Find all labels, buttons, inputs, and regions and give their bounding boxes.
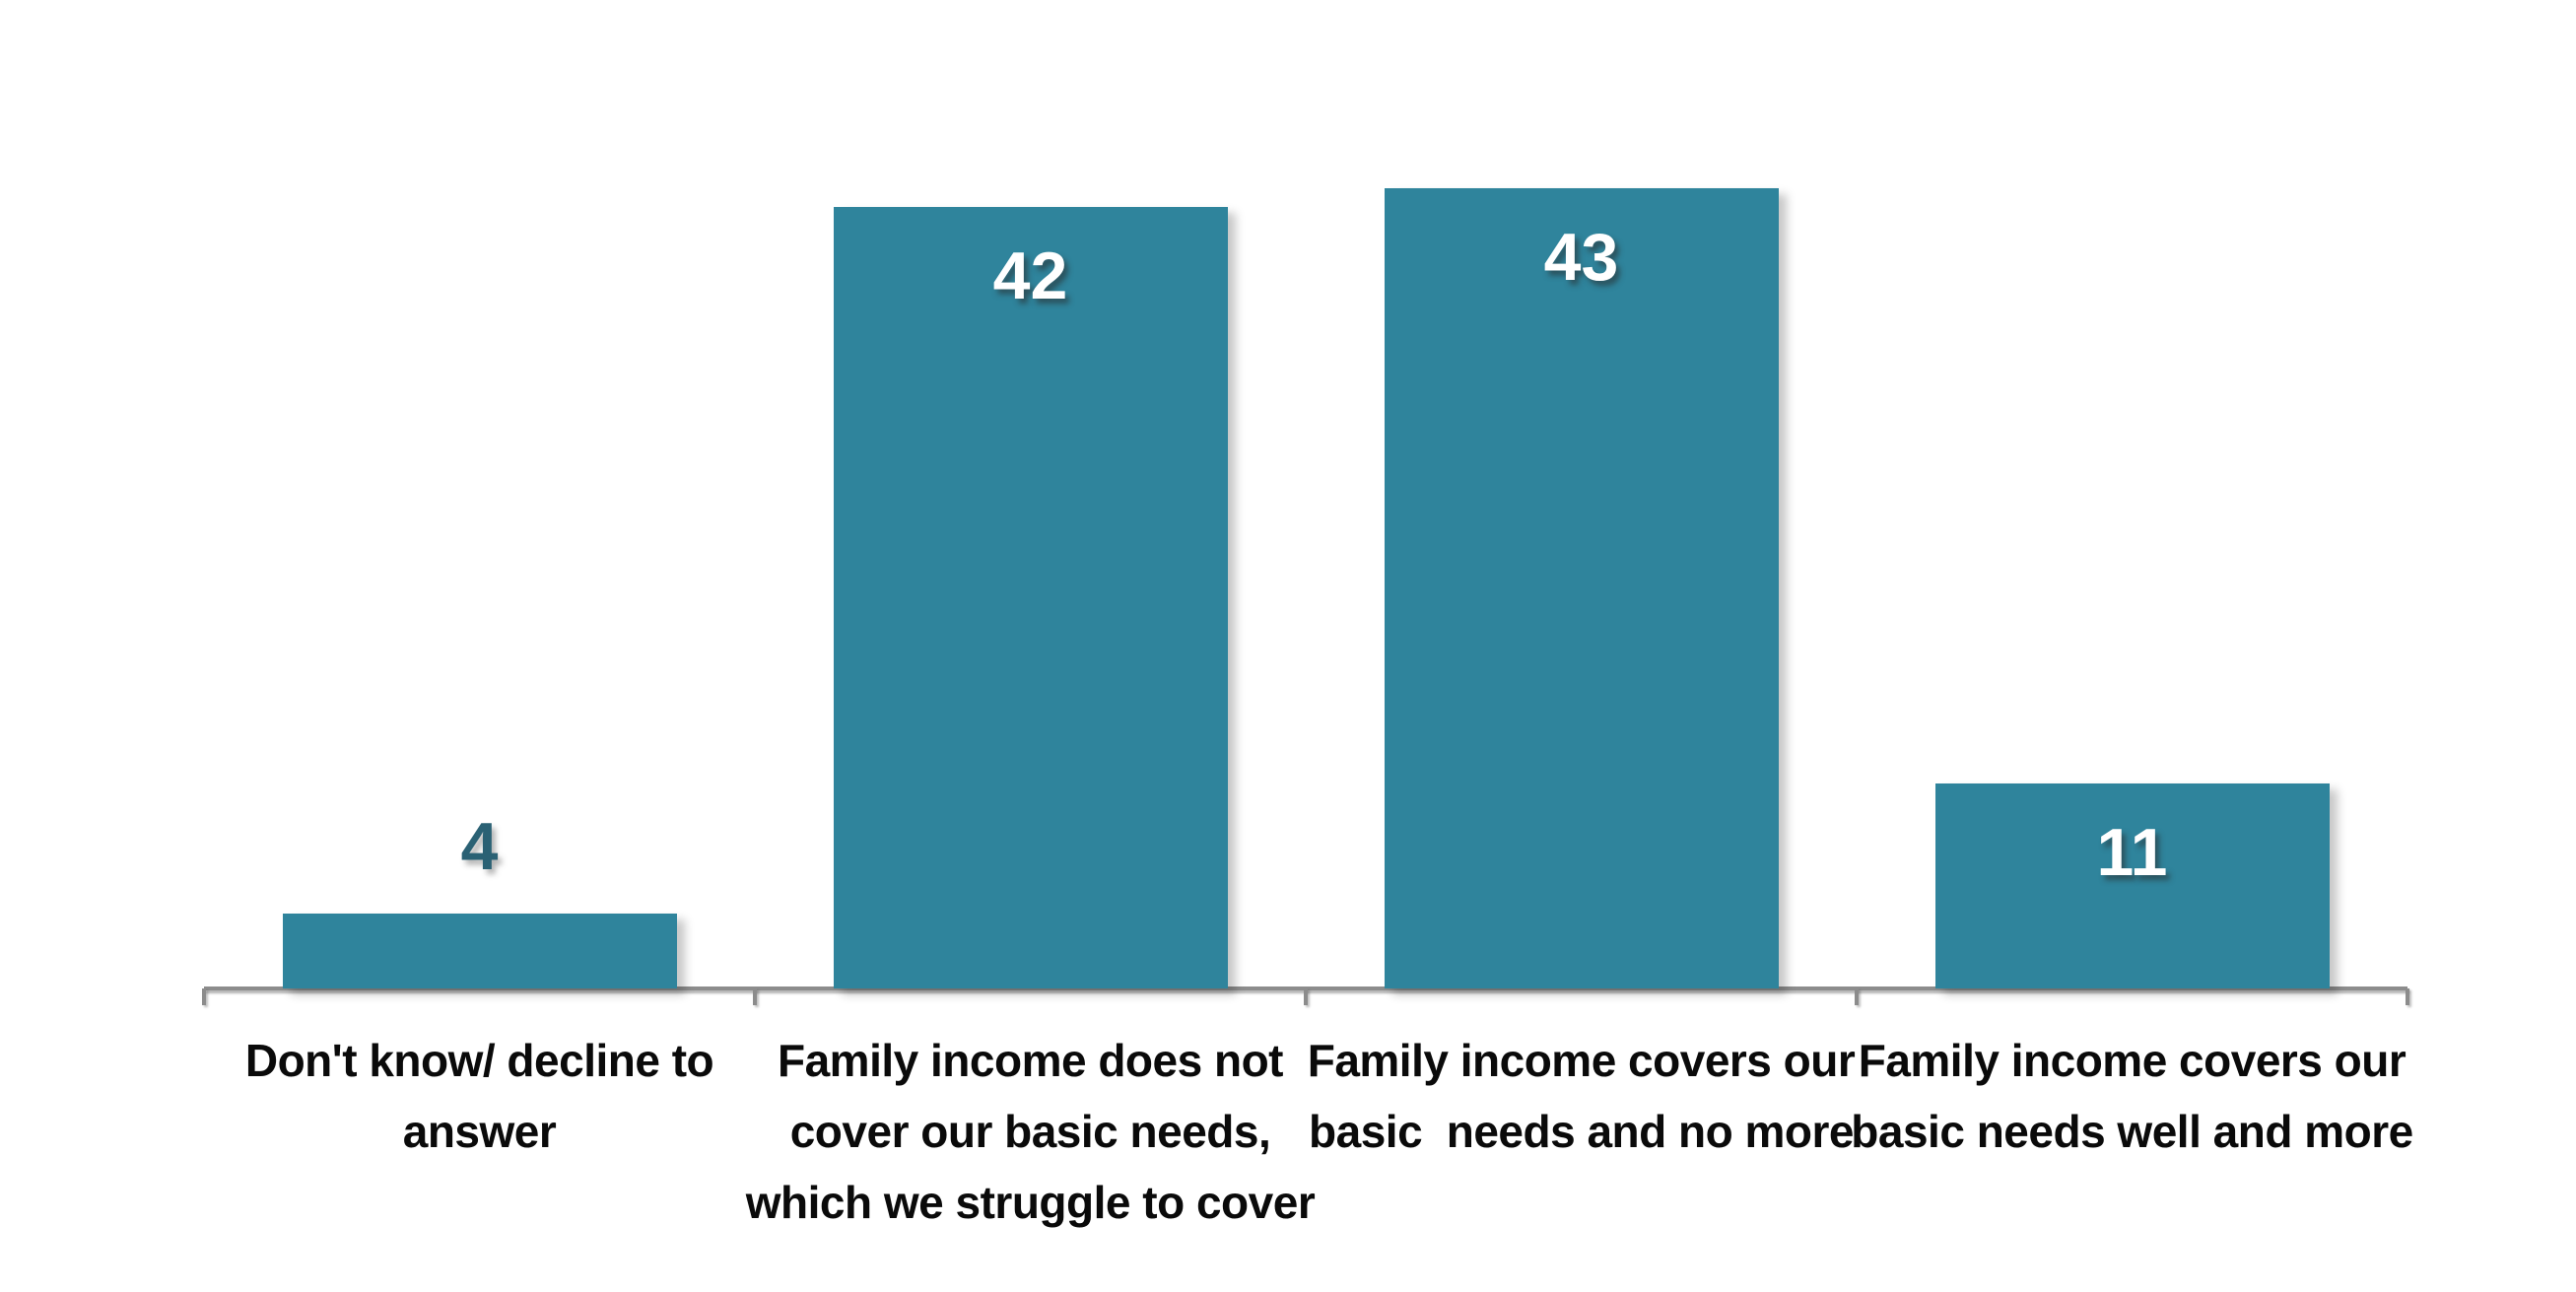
bar-category-3 [1384, 188, 1779, 988]
bar-category-1 [282, 914, 677, 988]
x-axis-tick [753, 988, 757, 1005]
data-label: 43 [1543, 220, 1619, 295]
bar-category-4 [1934, 783, 2330, 988]
category-label: Don't know/ decline to answer [244, 1035, 714, 1157]
x-axis-tick [1855, 988, 1859, 1005]
data-label: 42 [992, 238, 1068, 313]
data-label: 11 [2096, 815, 2168, 890]
category-label: Family income does not cover our basic n… [745, 1035, 1316, 1228]
x-axis-tick [1304, 988, 1308, 1005]
bar-category-2 [833, 207, 1228, 988]
category-label: Family income covers our basic needs and… [1307, 1035, 1856, 1157]
x-axis-tick [202, 988, 206, 1005]
category-label: Family income covers our basic needs wel… [1851, 1035, 2413, 1157]
x-axis-tick [2406, 988, 2409, 1005]
data-label: 4 [460, 809, 499, 884]
